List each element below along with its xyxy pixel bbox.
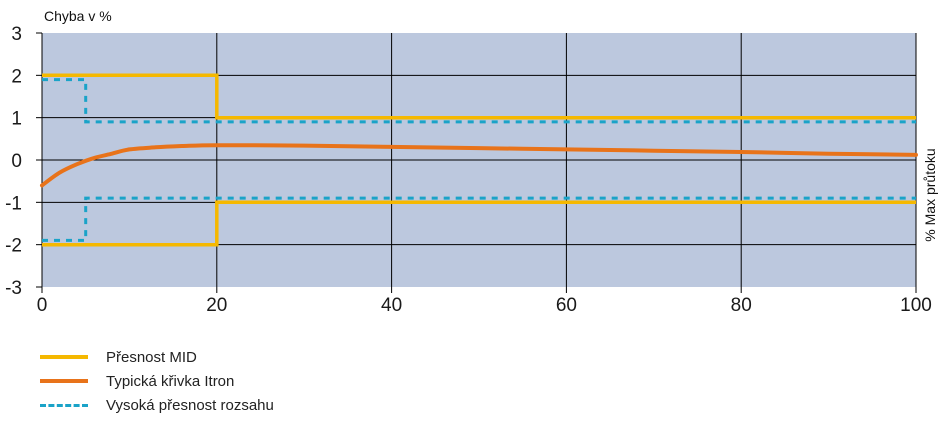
legend-swatch-mid — [40, 355, 88, 359]
x-tick-label-40: 40 — [381, 295, 402, 316]
series-itron-line — [40, 143, 918, 188]
x-tick-label-80: 80 — [731, 295, 752, 316]
y-tick-label-3: 3 — [11, 24, 22, 45]
legend-label-high-accuracy: Vysoká přesnost rozsahu — [106, 396, 274, 414]
series-mid-upper — [42, 73, 916, 120]
y-axis-label: Chyba v % — [44, 8, 112, 24]
x-tick-label-20: 20 — [206, 295, 227, 316]
y-tick-label-1: 1 — [11, 109, 22, 130]
x-tick-label-0: 0 — [37, 295, 48, 316]
legend-label-mid: Přesnost MID — [106, 348, 197, 366]
series-high-accuracy-lower — [42, 196, 916, 242]
x-tick-label-100: 100 — [900, 295, 932, 316]
legend-swatch-high-accuracy — [40, 403, 88, 407]
legend-item-mid: Přesnost MID — [40, 345, 274, 369]
series-layer — [40, 73, 918, 247]
x-tick-label-60: 60 — [556, 295, 577, 316]
legend-item-high-accuracy: Vysoká přesnost rozsahu — [40, 393, 274, 417]
x-tick-labels: 0 20 40 60 80 100 — [37, 295, 932, 316]
chart: 3 2 1 0 -1 -2 -3 0 20 40 60 80 100 Chyba v % % Max … — [5, 8, 938, 316]
y-tick-labels: 3 2 1 0 -1 -2 -3 — [5, 24, 22, 299]
legend-label-itron: Typická křivka Itron — [106, 372, 235, 390]
series-high-accuracy-upper — [42, 78, 916, 124]
legend-swatch-itron — [40, 379, 88, 383]
y-tick-label--1: -1 — [5, 193, 22, 214]
legend-item-itron: Typická křivka Itron — [40, 369, 274, 393]
y-tick-label--3: -3 — [5, 278, 22, 299]
x-axis-label: % Max průtoku — [922, 148, 938, 241]
legend: Přesnost MID Typická křivka Itron Vysoká… — [40, 345, 274, 417]
series-mid-lower — [42, 200, 916, 247]
y-tick-label-0: 0 — [11, 151, 22, 172]
y-tick-label--2: -2 — [5, 236, 22, 257]
y-tick-label-2: 2 — [11, 66, 22, 87]
